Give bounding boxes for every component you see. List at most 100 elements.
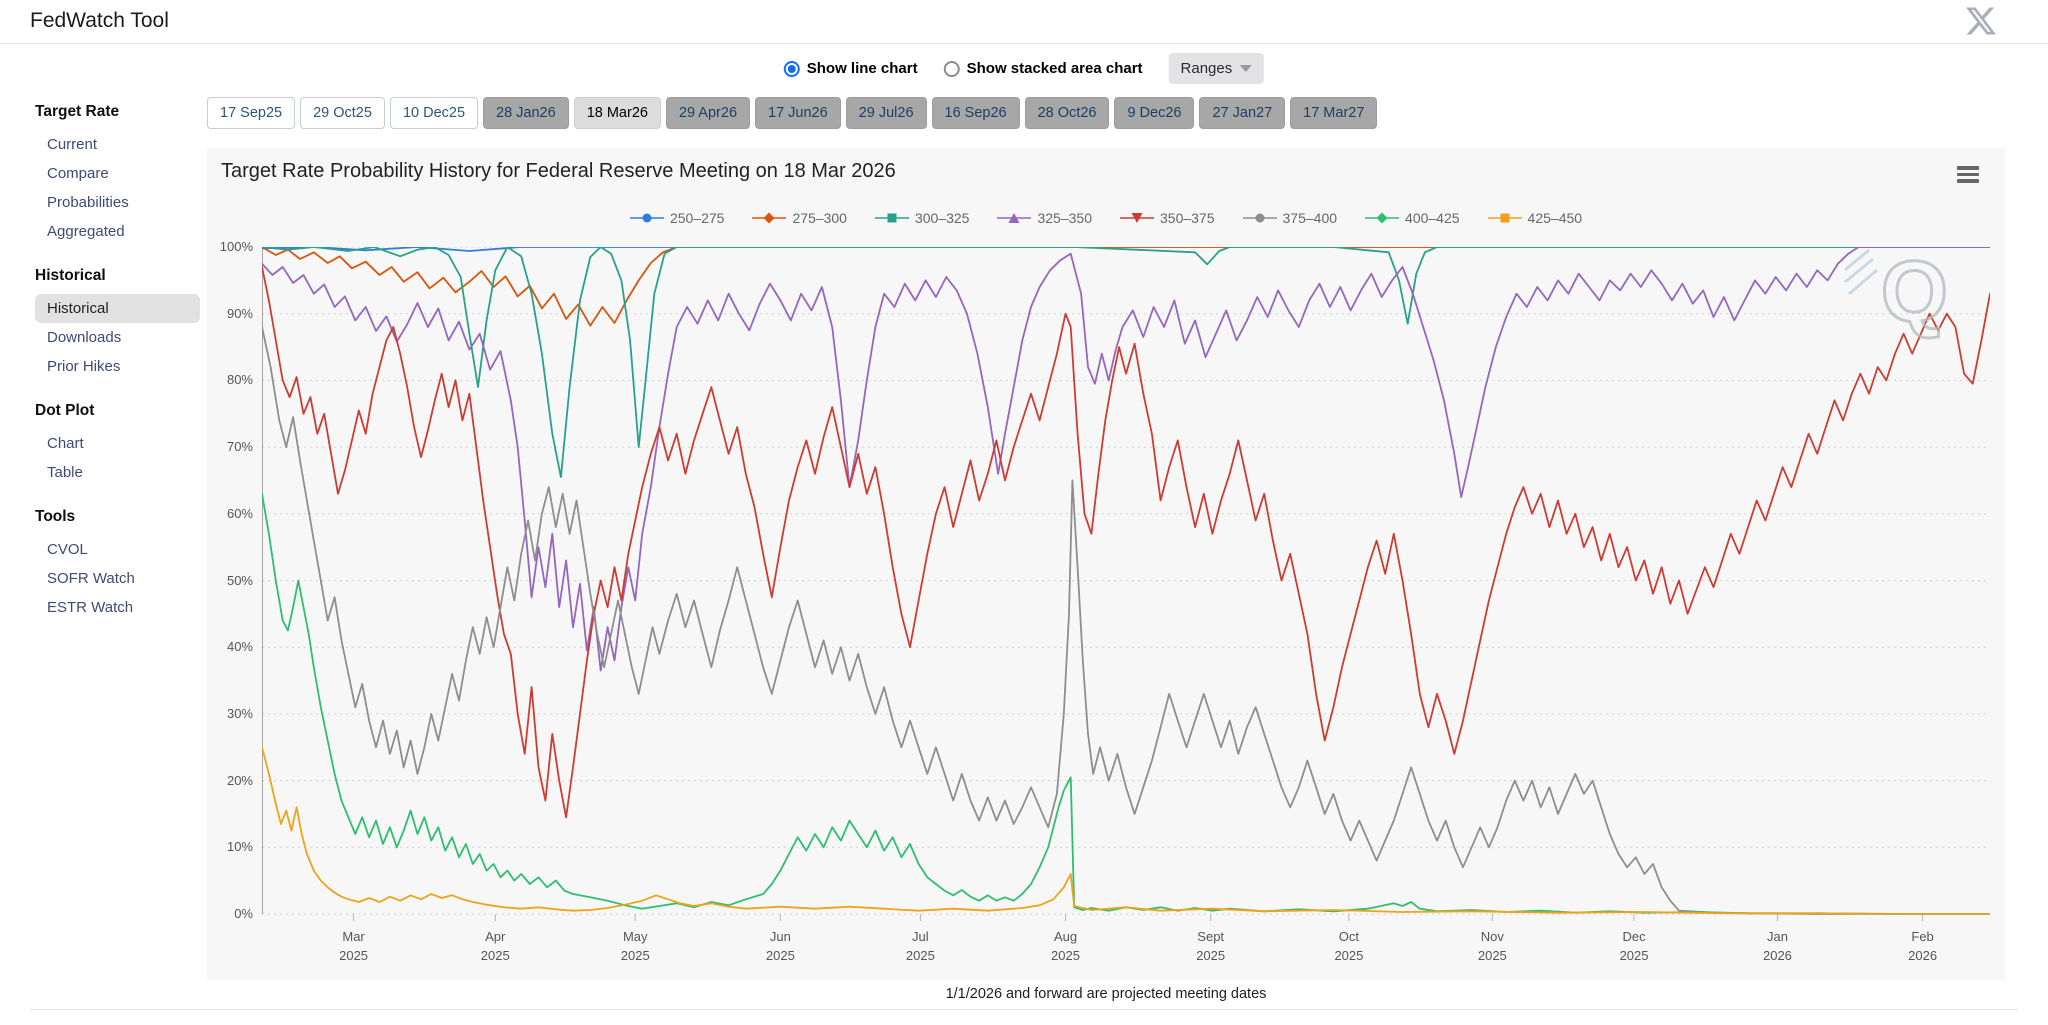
sidebar-item-probabilities[interactable]: Probabilities bbox=[47, 194, 129, 211]
legend-label: 300–325 bbox=[914, 210, 970, 226]
tab-29-oct25[interactable]: 29 Oct25 bbox=[300, 97, 385, 129]
sidebar-item-downloads[interactable]: Downloads bbox=[47, 329, 122, 346]
legend-item-400-425[interactable]: 400–425 bbox=[1365, 210, 1460, 226]
x-tick-label: Aug 2025 bbox=[1051, 929, 1080, 963]
legend-marker-triangle bbox=[997, 213, 1032, 223]
tab-18-mar26[interactable]: 18 Mar26 bbox=[573, 97, 661, 129]
sidebar-item-table[interactable]: Table bbox=[47, 464, 83, 481]
radio-selected-icon[interactable] bbox=[783, 60, 800, 77]
legend-label: 400–425 bbox=[1405, 210, 1460, 226]
legend-label: 375–400 bbox=[1282, 210, 1338, 226]
sidebar-section: Historical Historical Downloads Prior Hike… bbox=[35, 267, 200, 381]
plot-svg bbox=[262, 247, 1990, 921]
x-tick-label: Apr 2025 bbox=[480, 929, 510, 963]
y-tick-label: 70% bbox=[226, 439, 253, 455]
y-tick-label: 20% bbox=[226, 772, 253, 788]
tab-10-dec25[interactable]: 10 Dec25 bbox=[389, 97, 479, 129]
x-tick-label: Jun 2025 bbox=[765, 929, 795, 963]
sidebar-item-current[interactable]: Current bbox=[47, 136, 98, 153]
y-tick-label: 0% bbox=[234, 906, 253, 921]
legend-label: 275–300 bbox=[792, 210, 847, 226]
page-title: FedWatch Tool bbox=[30, 9, 169, 32]
tab-9-dec26[interactable]: 9 Dec26 bbox=[1114, 97, 1195, 129]
chevron-down-icon bbox=[1240, 65, 1253, 72]
sidebar-item-estr-watch[interactable]: ESTR Watch bbox=[47, 599, 134, 616]
show-stacked-area-label: Show stacked area chart bbox=[966, 60, 1143, 77]
legend-label: 350–375 bbox=[1160, 210, 1215, 226]
show-line-chart-radio[interactable]: Show line chart bbox=[783, 60, 918, 77]
legend-marker-square bbox=[874, 213, 909, 223]
x-share-icon[interactable] bbox=[1966, 6, 1996, 36]
y-tick-label: 40% bbox=[226, 639, 253, 655]
sidebar-section: Tools CVOL SOFR Watch ESTR Watch bbox=[35, 508, 200, 622]
x-tick-label: Oct 2025 bbox=[1334, 929, 1364, 963]
radio-unselected-icon[interactable] bbox=[943, 60, 960, 77]
chart-menu-icon[interactable] bbox=[1957, 166, 1979, 186]
y-tick-label: 60% bbox=[226, 505, 253, 521]
legend-marker-circle bbox=[1242, 213, 1277, 223]
y-tick-label: 80% bbox=[226, 372, 253, 388]
y-tick-label: 100% bbox=[219, 239, 253, 254]
bottom-divider bbox=[30, 1009, 2018, 1010]
header-bar: FedWatch Tool bbox=[0, 0, 2048, 44]
y-tick-label: 30% bbox=[226, 705, 253, 721]
legend-item-350-375[interactable]: 350–375 bbox=[1120, 210, 1215, 226]
legend-marker-circle bbox=[629, 213, 664, 223]
sidebar-section-title: Tools bbox=[35, 508, 76, 525]
legend-marker-triangle-down bbox=[1120, 213, 1154, 223]
legend-marker-diamond bbox=[752, 212, 787, 224]
sidebar-section-title: Target Rate bbox=[35, 103, 120, 120]
legend-item-250-275[interactable]: 250–275 bbox=[629, 210, 724, 226]
show-line-chart-label: Show line chart bbox=[806, 60, 918, 77]
sidebar-item-prior-hikes[interactable]: Prior Hikes bbox=[47, 358, 121, 375]
quikstrike-watermark: Q bbox=[1843, 236, 1953, 346]
legend-item-275-300[interactable]: 275–300 bbox=[752, 210, 847, 226]
sidebar-item-cvol[interactable]: CVOL bbox=[47, 541, 88, 558]
chart-title: Target Rate Probability History for Fede… bbox=[221, 160, 896, 182]
ranges-dropdown[interactable]: Ranges bbox=[1168, 53, 1265, 84]
legend-marker-square bbox=[1487, 213, 1522, 223]
legend-item-375-400[interactable]: 375–400 bbox=[1242, 210, 1338, 226]
tab-17-jun26[interactable]: 17 Jun26 bbox=[755, 97, 841, 129]
sidebar: Target Rate Current Compare Probabilities A… bbox=[35, 103, 200, 643]
x-tick-label: Feb 2026 bbox=[1908, 929, 1938, 963]
tab-28-oct26[interactable]: 28 Oct26 bbox=[1024, 97, 1110, 129]
legend-marker-diamond bbox=[1365, 212, 1400, 224]
x-tick-label: Mar 2025 bbox=[339, 929, 369, 963]
tab-17-mar27[interactable]: 17 Mar27 bbox=[1290, 97, 1378, 129]
x-tick-label: May 2025 bbox=[620, 929, 650, 963]
show-stacked-area-radio[interactable]: Show stacked area chart bbox=[943, 60, 1143, 77]
x-tick-label: Dec 2025 bbox=[1619, 929, 1649, 963]
footnote: 1/1/2026 and forward are projected meeti… bbox=[945, 986, 1267, 1002]
legend-label: 325–350 bbox=[1037, 210, 1092, 226]
watermark-letter: Q bbox=[1881, 244, 1948, 340]
tab-29-jul26[interactable]: 29 Jul26 bbox=[845, 97, 927, 129]
sidebar-item-compare[interactable]: Compare bbox=[47, 165, 109, 182]
tab-27-jan27[interactable]: 27 Jan27 bbox=[1199, 97, 1286, 129]
meeting-date-tabs: 17 Sep25 29 Oct25 10 Dec25 28 Jan26 18 Mar26… bbox=[207, 97, 1378, 129]
x-tick-label: Sept 2025 bbox=[1196, 929, 1226, 963]
tab-29-apr26[interactable]: 29 Apr26 bbox=[665, 97, 751, 129]
sidebar-item-historical[interactable]: Historical bbox=[35, 294, 200, 323]
legend-label: 425–450 bbox=[1527, 210, 1583, 226]
x-tick-label: Jul 2025 bbox=[905, 929, 935, 963]
tab-17-sep25[interactable]: 17 Sep25 bbox=[207, 97, 296, 129]
sidebar-section-title: Historical bbox=[35, 267, 106, 284]
chart-type-controls: Show line chart Show stacked area chart … bbox=[783, 53, 1265, 84]
chart-legend: 250–275 275–300 300–325 325–350 350–375 375–4… bbox=[207, 210, 2005, 226]
y-tick-label: 10% bbox=[226, 839, 253, 855]
sidebar-item-sofr-watch[interactable]: SOFR Watch bbox=[47, 570, 135, 587]
ranges-label: Ranges bbox=[1180, 60, 1233, 77]
sidebar-item-chart[interactable]: Chart bbox=[47, 435, 84, 452]
x-tick-label: Jan 2026 bbox=[1762, 929, 1792, 963]
legend-item-325-350[interactable]: 325–350 bbox=[997, 210, 1092, 226]
legend-item-300-325[interactable]: 300–325 bbox=[874, 210, 970, 226]
chart-panel: Target Rate Probability History for Fede… bbox=[207, 148, 2005, 980]
sidebar-section: Dot Plot Chart Table bbox=[35, 402, 200, 487]
x-tick-label: Nov 2025 bbox=[1477, 929, 1507, 963]
legend-item-425-450[interactable]: 425–450 bbox=[1487, 210, 1583, 226]
sidebar-item-aggregated[interactable]: Aggregated bbox=[47, 223, 125, 240]
tab-28-jan26[interactable]: 28 Jan26 bbox=[483, 97, 569, 129]
tab-16-sep26[interactable]: 16 Sep26 bbox=[931, 97, 1020, 129]
